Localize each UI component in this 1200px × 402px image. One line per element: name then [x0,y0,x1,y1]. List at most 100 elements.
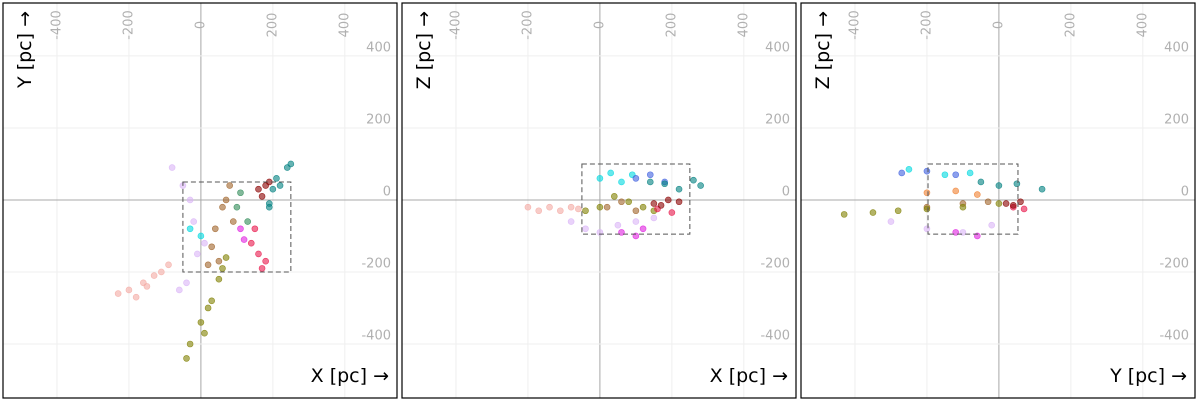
point [650,200,658,207]
point [952,171,960,179]
point [208,243,215,251]
point [186,340,194,348]
point [158,268,165,276]
point [168,164,176,171]
point [150,272,158,279]
point [984,198,992,206]
point [632,207,640,215]
x-axis-label: Y [pc] → [1109,365,1187,387]
x-tick-label: -400 [847,10,862,40]
y-tick-label: -400 [1159,328,1189,343]
point [244,218,251,225]
point [966,169,974,177]
x-tick-label: 200 [664,13,679,38]
x-tick-label: -200 [919,10,934,40]
point [132,293,140,301]
point [276,182,284,189]
point [186,225,194,233]
point [114,290,122,297]
point [229,218,237,225]
point [664,196,672,204]
point [176,286,183,294]
point [582,225,589,233]
point [661,180,668,188]
x-tick-label: 0 [193,21,208,29]
point [923,225,931,233]
point [215,257,223,265]
point [183,355,190,362]
point [618,198,625,206]
point [675,185,683,193]
selection-box [581,163,691,235]
panel-frame [800,2,1196,399]
point [237,189,244,197]
point [215,275,223,283]
point [535,207,543,215]
point [632,218,640,225]
point [923,205,931,213]
selection-box [927,163,1019,235]
point [222,196,230,204]
point [610,193,618,200]
point [941,171,949,179]
y-tick-label: -200 [1159,256,1189,271]
selection-box [182,181,292,273]
point [1038,185,1046,193]
point [905,166,913,173]
x-tick-label: 400 [1135,13,1150,38]
x-tick-label: 0 [991,21,1006,29]
point [247,239,255,247]
point [201,329,208,337]
point [165,261,172,269]
y-tick-label: 200 [1164,112,1189,127]
point [639,225,647,233]
y-tick-label: 400 [765,40,790,55]
point [197,232,205,240]
point [1013,180,1021,188]
point [668,209,676,216]
y-tick-label: 200 [765,112,790,127]
point [894,207,902,215]
x-tick-label: 200 [1063,13,1078,38]
point [995,182,1003,189]
point [204,261,212,269]
point [607,169,614,177]
point [208,297,215,305]
point [618,178,625,186]
y-tick-label: 400 [366,40,391,55]
point [233,203,241,211]
point [255,185,262,193]
point [959,203,967,211]
x-tick-label: 400 [736,13,751,38]
point [898,169,906,177]
point [923,167,931,175]
panel-background [3,3,397,398]
point [923,189,931,197]
point [988,221,996,229]
point [887,218,895,225]
point [258,265,266,272]
point [625,198,632,206]
point [952,187,960,195]
x-tick-label: 0 [592,21,607,29]
x-tick-label: -400 [49,10,64,40]
y-axis-label: Z [pc] → [413,11,435,89]
point [1002,200,1010,207]
point [237,225,244,233]
point [222,254,230,261]
point [186,196,194,204]
point [183,279,190,287]
x-tick-label: 400 [337,13,352,38]
point [646,178,654,186]
point [219,265,226,272]
point [977,178,985,186]
point [1009,202,1017,209]
point [211,225,219,233]
x-tick-label: 200 [265,13,280,38]
point [524,203,532,211]
point [1017,198,1024,206]
point [657,202,665,209]
point [596,175,604,182]
point [125,286,133,294]
